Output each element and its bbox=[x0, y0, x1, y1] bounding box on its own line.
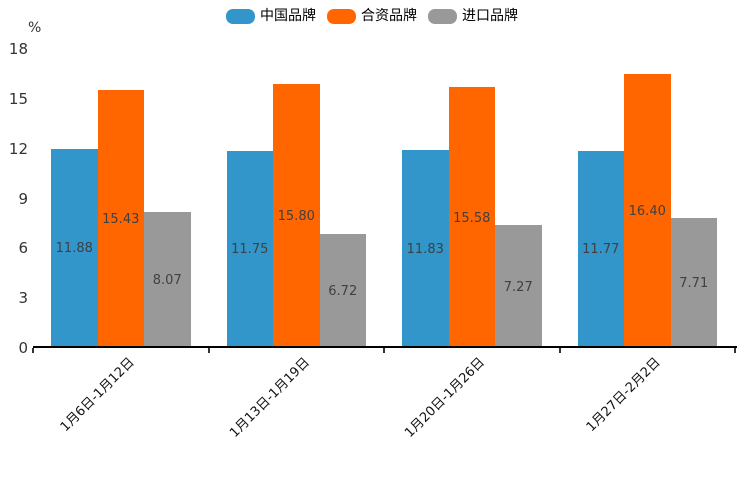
legend-label: 中国品牌 bbox=[260, 8, 316, 24]
bar bbox=[319, 234, 366, 346]
x-axis-label: 1月27日-2月2日 bbox=[583, 355, 664, 435]
bar-value-label: 15.43 bbox=[102, 211, 140, 227]
x-axis-label: 1月20日-1月26日 bbox=[402, 355, 489, 441]
bar-value-label: 8.07 bbox=[152, 272, 182, 288]
y-axis-tick-label: 15 bbox=[8, 89, 28, 108]
bar bbox=[97, 89, 144, 346]
bar bbox=[144, 211, 191, 346]
y-axis-unit-label: % bbox=[28, 20, 42, 36]
bar bbox=[51, 148, 98, 346]
legend: 中国品牌 合资品牌 进口品牌 bbox=[0, 8, 744, 24]
legend-label: 进口品牌 bbox=[462, 8, 518, 24]
legend-item-1[interactable]: 中国品牌 bbox=[226, 8, 316, 24]
bar-value-label: 16.40 bbox=[628, 203, 666, 219]
legend-item-2[interactable]: 合资品牌 bbox=[327, 8, 417, 24]
x-axis-tick bbox=[734, 348, 736, 353]
bar-value-label: 15.58 bbox=[453, 210, 491, 226]
y-axis-tick-label: 0 bbox=[18, 339, 28, 357]
legend-swatch bbox=[428, 8, 457, 24]
legend-label: 合资品牌 bbox=[361, 8, 417, 24]
bar-value-label: 11.77 bbox=[582, 242, 620, 258]
bar-value-label: 11.83 bbox=[406, 241, 444, 257]
bar bbox=[402, 149, 449, 346]
bar bbox=[273, 83, 320, 346]
bar bbox=[495, 225, 542, 346]
bar bbox=[448, 87, 495, 346]
x-axis-label: 1月6日-1月12日 bbox=[57, 355, 138, 435]
x-axis-tick bbox=[32, 348, 34, 353]
bar bbox=[624, 73, 671, 346]
bar bbox=[577, 150, 624, 346]
plot-area: 11.88 11.75 11.83 11.77 15.43 15.80 15.58 16.40… bbox=[32, 49, 737, 441]
bar bbox=[670, 217, 717, 346]
bar-value-label: 11.88 bbox=[55, 241, 93, 257]
y-axis-tick-label: 6 bbox=[18, 239, 28, 258]
x-axis-tick bbox=[558, 348, 561, 353]
x-axis-tick bbox=[383, 348, 385, 353]
legend-swatch bbox=[327, 8, 356, 24]
legend-item-3[interactable]: 进口品牌 bbox=[428, 8, 518, 24]
bar-value-label: 7.27 bbox=[503, 279, 533, 295]
bar-value-label: 7.71 bbox=[679, 275, 709, 291]
bar-value-label: 6.72 bbox=[328, 284, 358, 300]
y-axis-tick-label: 12 bbox=[8, 139, 28, 158]
bar-value-label: 15.80 bbox=[277, 208, 315, 224]
x-axis-line bbox=[33, 346, 737, 348]
y-axis-tick-label: 9 bbox=[18, 189, 28, 208]
bar bbox=[226, 150, 273, 346]
x-axis-label: 1月13日-1月19日 bbox=[227, 355, 313, 441]
x-axis-tick bbox=[207, 348, 210, 353]
legend-swatch bbox=[226, 8, 255, 24]
y-axis-tick-label: 3 bbox=[18, 289, 28, 308]
y-axis-tick-label: 18 bbox=[8, 40, 28, 58]
bar-value-label: 11.75 bbox=[231, 242, 269, 258]
